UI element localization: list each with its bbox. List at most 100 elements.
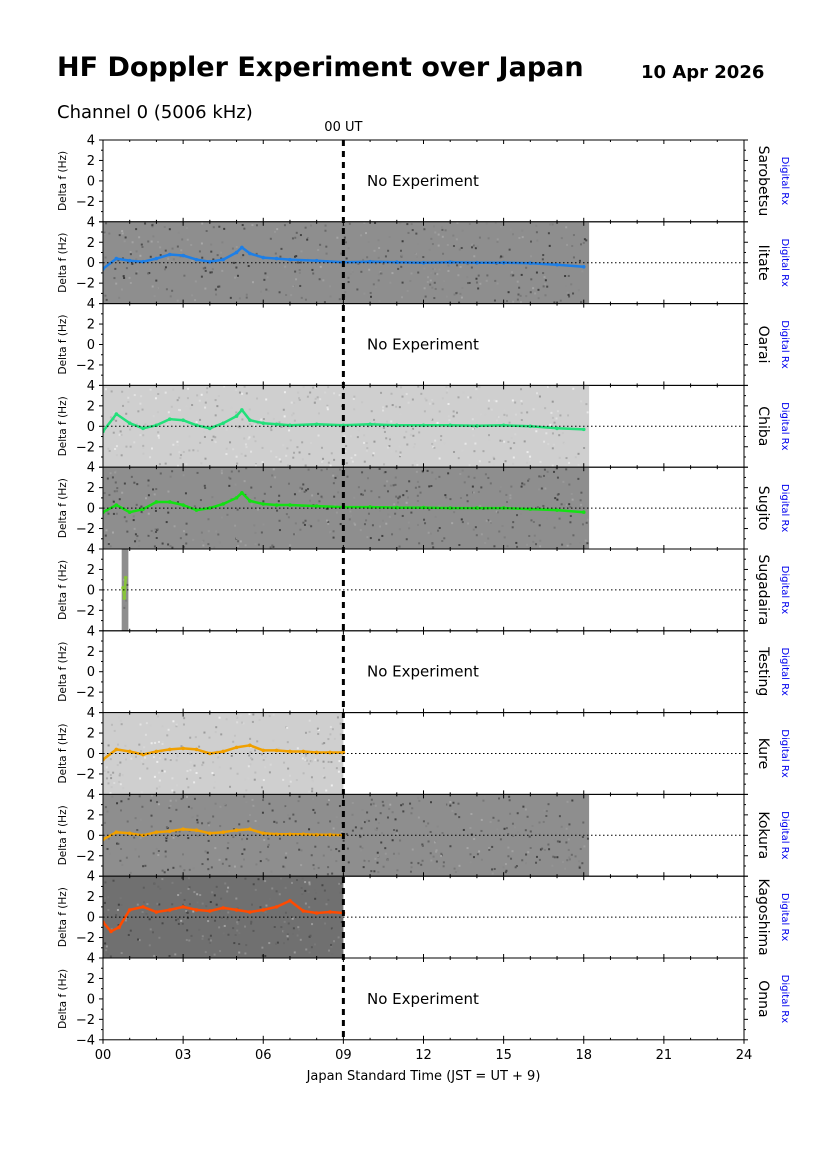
noise-speck — [253, 750, 256, 753]
noise-speck — [112, 771, 115, 774]
noise-speck — [378, 247, 381, 250]
noise-speck — [168, 228, 171, 231]
noise-speck — [463, 481, 466, 484]
noise-speck — [118, 774, 121, 777]
x-tick-label: 12 — [415, 1048, 432, 1063]
noise-speck — [297, 926, 300, 929]
data-point — [221, 906, 225, 910]
noise-speck — [400, 804, 403, 807]
noise-speck — [472, 528, 475, 531]
noise-speck — [125, 520, 128, 523]
noise-speck — [142, 444, 145, 447]
noise-speck — [542, 272, 545, 275]
noise-speck — [545, 517, 548, 520]
noise-speck — [157, 393, 160, 396]
y-tick-label: 0 — [87, 174, 95, 189]
noise-speck — [252, 929, 255, 932]
noise-speck — [117, 259, 120, 262]
noise-speck — [150, 825, 153, 828]
noise-speck — [421, 470, 424, 473]
noise-speck — [429, 830, 432, 833]
noise-speck — [493, 545, 496, 548]
data-point — [528, 424, 533, 429]
noise-speck — [351, 829, 354, 832]
noise-speck — [240, 865, 243, 868]
y-tick-label: 4 — [87, 952, 95, 967]
noise-speck — [441, 397, 444, 400]
noise-speck — [540, 487, 543, 490]
noise-speck — [402, 494, 405, 497]
noise-speck — [530, 519, 533, 522]
noise-speck — [429, 532, 432, 535]
noise-speck — [284, 856, 287, 859]
noise-speck — [105, 766, 108, 769]
noise-speck — [138, 236, 141, 239]
noise-speck — [509, 494, 512, 497]
noise-speck — [428, 508, 431, 511]
noise-speck — [120, 952, 123, 955]
noise-speck — [529, 291, 532, 294]
noise-speck — [542, 474, 545, 477]
noise-speck — [339, 882, 342, 885]
x-tick-label: 18 — [575, 1048, 592, 1063]
y-tick-label: 4 — [87, 297, 95, 312]
noise-speck — [321, 497, 324, 500]
noise-speck — [235, 897, 238, 900]
noise-speck — [418, 542, 421, 545]
noise-speck — [308, 719, 311, 722]
noise-speck — [124, 744, 127, 747]
noise-speck — [411, 398, 414, 401]
noise-speck — [201, 935, 204, 938]
noise-speck — [156, 801, 159, 804]
noise-speck — [473, 450, 476, 453]
noise-speck — [519, 513, 522, 516]
noise-speck — [407, 521, 410, 524]
noise-speck — [201, 822, 204, 825]
data-point — [248, 827, 252, 831]
noise-speck — [386, 446, 389, 449]
noise-speck — [427, 840, 430, 843]
noise-speck — [441, 235, 444, 238]
noise-speck — [221, 862, 224, 865]
noise-speck — [210, 271, 213, 274]
noise-speck — [537, 297, 540, 300]
noise-speck — [209, 934, 212, 937]
noise-speck — [551, 464, 554, 467]
noise-speck — [225, 453, 228, 456]
noise-speck — [124, 919, 127, 922]
noise-speck — [335, 816, 338, 819]
noise-speck — [119, 430, 122, 433]
noise-speck — [212, 774, 215, 777]
noise-speck — [244, 544, 247, 547]
receiver-label: Digital Rx — [779, 320, 790, 369]
noise-speck — [193, 781, 196, 784]
noise-speck — [176, 440, 179, 443]
noise-speck — [294, 255, 297, 258]
noise-speck — [567, 274, 570, 277]
noise-speck — [185, 227, 188, 230]
noise-speck — [213, 781, 216, 784]
noise-speck — [428, 402, 431, 405]
noise-speck — [512, 462, 515, 465]
noise-speck — [395, 405, 398, 408]
noise-speck — [482, 799, 485, 802]
noise-speck — [569, 514, 572, 517]
noise-speck — [388, 235, 391, 238]
noise-speck — [167, 257, 170, 260]
noise-speck — [228, 870, 231, 873]
data-point — [314, 832, 319, 837]
noise-speck — [211, 439, 214, 442]
noise-speck — [433, 281, 436, 284]
noise-speck — [360, 234, 363, 237]
noise-speck — [491, 872, 494, 875]
noise-speck — [286, 933, 289, 936]
noise-speck — [116, 842, 119, 845]
noise-speck — [207, 530, 210, 533]
noise-speck — [359, 845, 362, 848]
noise-speck — [419, 491, 422, 494]
noise-speck — [509, 812, 512, 815]
noise-speck — [293, 951, 296, 954]
noise-speck — [254, 424, 257, 427]
noise-speck — [157, 240, 160, 243]
